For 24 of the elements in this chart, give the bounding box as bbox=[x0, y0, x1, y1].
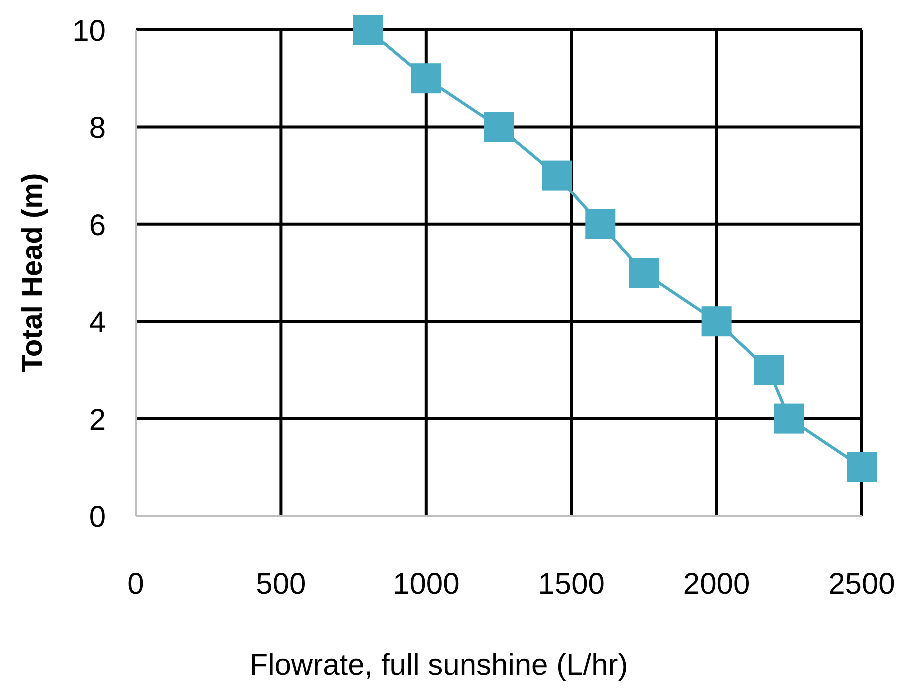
x-tick-label: 1500 bbox=[538, 568, 605, 601]
x-tick-label: 1000 bbox=[393, 568, 460, 601]
x-tick-label: 2500 bbox=[828, 568, 896, 601]
point bbox=[542, 160, 572, 191]
x-tick-label: 2000 bbox=[683, 568, 750, 601]
x-tick-label: 0 bbox=[128, 568, 144, 601]
y-tick-label: 0 bbox=[89, 501, 106, 534]
x-tick-label: 500 bbox=[256, 568, 306, 601]
y-tick-label: 2 bbox=[89, 404, 106, 437]
point bbox=[702, 306, 732, 337]
y-tick-label: 10 bbox=[72, 15, 106, 48]
point bbox=[484, 112, 514, 142]
point bbox=[754, 355, 784, 386]
point bbox=[847, 452, 877, 482]
x-axis-title: Flowrate, full sunshine (L/hr) bbox=[250, 649, 628, 682]
point bbox=[411, 64, 442, 94]
point bbox=[353, 15, 384, 45]
y-tick-label: 8 bbox=[89, 112, 106, 146]
y-tick-label: 6 bbox=[89, 209, 106, 242]
y-tick-label: 4 bbox=[89, 306, 106, 340]
y-axis-title: Total Head (m) bbox=[17, 173, 49, 373]
point bbox=[774, 404, 804, 434]
point bbox=[586, 209, 616, 240]
point bbox=[629, 258, 660, 288]
